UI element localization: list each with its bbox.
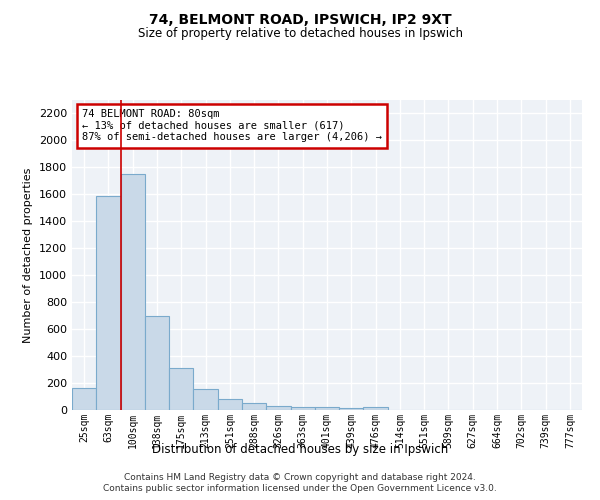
Bar: [315, 408, 339, 410]
Bar: [290, 408, 315, 410]
Bar: [145, 316, 169, 410]
Bar: [121, 174, 145, 410]
Text: Distribution of detached houses by size in Ipswich: Distribution of detached houses by size …: [152, 442, 448, 456]
Bar: [72, 388, 96, 410]
Bar: [96, 196, 121, 410]
Y-axis label: Number of detached properties: Number of detached properties: [23, 168, 34, 342]
Text: 74 BELMONT ROAD: 80sqm
← 13% of detached houses are smaller (617)
87% of semi-de: 74 BELMONT ROAD: 80sqm ← 13% of detached…: [82, 110, 382, 142]
Text: Contains HM Land Registry data © Crown copyright and database right 2024.: Contains HM Land Registry data © Crown c…: [124, 472, 476, 482]
Text: Size of property relative to detached houses in Ipswich: Size of property relative to detached ho…: [137, 28, 463, 40]
Bar: [218, 398, 242, 410]
Bar: [169, 368, 193, 410]
Bar: [193, 389, 218, 410]
Text: 74, BELMONT ROAD, IPSWICH, IP2 9XT: 74, BELMONT ROAD, IPSWICH, IP2 9XT: [149, 12, 451, 26]
Bar: [266, 406, 290, 410]
Text: Contains public sector information licensed under the Open Government Licence v3: Contains public sector information licen…: [103, 484, 497, 493]
Bar: [242, 404, 266, 410]
Bar: [339, 408, 364, 410]
Bar: [364, 408, 388, 410]
